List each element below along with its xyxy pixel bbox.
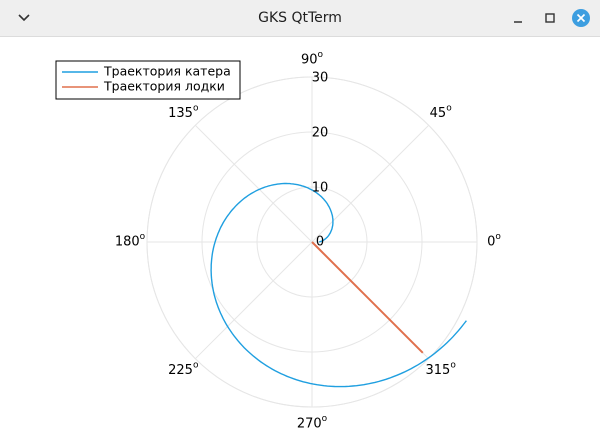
angle-grid-spoke — [194, 124, 313, 243]
close-icon — [572, 9, 590, 27]
angle-tick-label: 90o — [301, 50, 324, 68]
polar-plot: 0o 45o 90o 135o 180o 225o 270o 315o 0 10 20 30 Тра… — [55, 50, 502, 432]
polar-grid — [146, 76, 478, 408]
series-line-1 — [210, 182, 467, 388]
legend-entry: Траектория катера — [103, 64, 231, 79]
window-menu-button[interactable] — [14, 8, 34, 28]
angle-tick-label: 225o — [168, 360, 199, 378]
angle-tick-label: 0o — [487, 232, 501, 250]
plot-series — [210, 182, 467, 388]
degree-marker: o — [322, 414, 328, 424]
degree-marker: o — [318, 50, 324, 60]
radial-tick-label: 10 — [312, 181, 329, 196]
minimize-icon — [514, 21, 522, 23]
title-bar[interactable]: GKS QtTerm — [0, 0, 600, 37]
close-button[interactable] — [571, 8, 591, 28]
degree-marker: o — [450, 360, 456, 370]
radial-tick-label: 0 — [316, 235, 324, 250]
radial-tick-label: 30 — [312, 71, 329, 86]
minimize-button[interactable] — [508, 8, 528, 28]
series-line-2 — [311, 241, 424, 354]
angle-tick-label: 180o — [115, 232, 146, 250]
degree-marker: o — [495, 232, 501, 242]
legend-entry: Траектория лодки — [103, 79, 225, 94]
radial-tick-label: 20 — [312, 126, 329, 141]
angle-tick-label: 270o — [297, 414, 328, 432]
maximize-button[interactable] — [540, 8, 560, 28]
legend-box — [55, 60, 241, 100]
window-title: GKS QtTerm — [258, 10, 342, 26]
degree-marker: o — [193, 103, 199, 113]
maximize-icon — [545, 13, 555, 23]
degree-marker: o — [446, 103, 452, 113]
angle-grid-spoke — [311, 124, 430, 243]
chevron-down-icon — [18, 14, 30, 22]
degree-marker: o — [193, 360, 199, 370]
radial-tick-labels: 0 10 20 30 — [312, 71, 329, 250]
degree-marker: o — [140, 232, 146, 242]
angle-grid-spoke — [194, 241, 313, 360]
angle-tick-label: 315o — [426, 360, 457, 378]
angle-tick-label: 135o — [168, 103, 199, 121]
angle-tick-label: 45o — [430, 103, 453, 121]
